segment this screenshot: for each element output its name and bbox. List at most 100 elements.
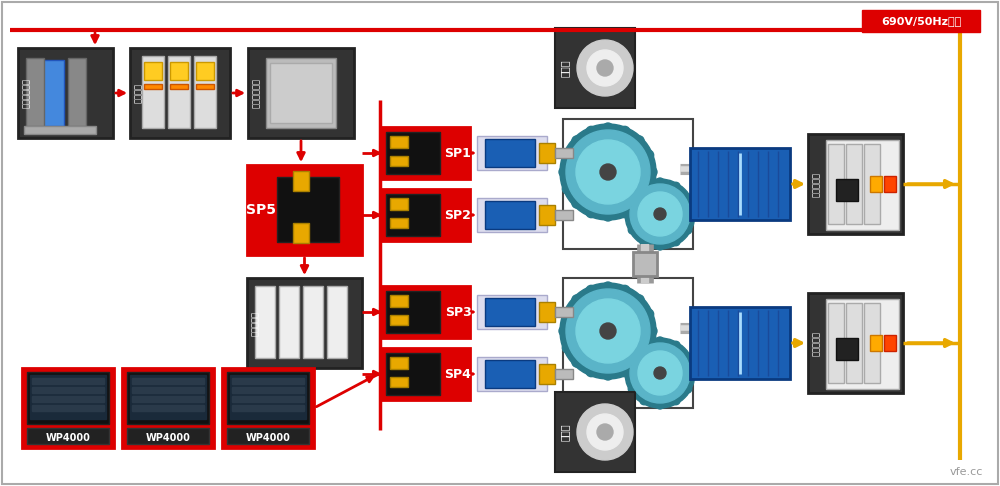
Circle shape [684,353,692,361]
Circle shape [625,179,695,249]
Bar [132,396,204,402]
Bar [390,295,408,307]
Text: 齿轮筱: 齿轮筱 [560,423,570,441]
Bar [386,194,440,236]
Bar [227,372,309,424]
Bar [36,60,64,126]
Bar [130,375,206,419]
Bar [30,375,106,419]
Bar [633,251,657,276]
Circle shape [603,282,613,292]
Circle shape [566,130,650,214]
Text: 牵引变流器: 牵引变流器 [250,311,260,335]
Circle shape [600,323,616,339]
Bar [127,372,209,424]
Circle shape [572,198,582,208]
Circle shape [684,194,692,202]
Circle shape [647,167,657,177]
Circle shape [577,404,633,460]
Circle shape [688,369,696,377]
Bar [477,357,547,391]
Text: 串并联转换柜: 串并联转换柜 [252,78,260,108]
Bar [327,286,347,358]
Bar [477,136,547,170]
Bar [690,148,790,220]
Circle shape [587,50,623,86]
Bar [555,148,573,158]
Bar [27,372,109,424]
Circle shape [572,136,582,146]
Circle shape [630,184,690,244]
Bar [390,218,408,228]
Text: 齿轮筱: 齿轮筱 [560,59,570,77]
Bar [170,84,188,89]
Bar [227,428,309,444]
Circle shape [628,194,636,202]
Text: SP4: SP4 [445,367,471,381]
Bar [382,127,470,179]
Circle shape [656,242,664,250]
Circle shape [603,370,613,380]
Bar [32,387,104,393]
Bar [826,140,899,230]
Bar [390,136,408,148]
Bar [390,377,408,387]
Bar [390,357,408,369]
Circle shape [640,341,648,349]
Circle shape [640,182,648,191]
Circle shape [572,295,582,305]
Circle shape [672,182,680,191]
Bar [122,368,214,448]
Bar [555,210,573,220]
Text: SP5: SP5 [246,203,276,217]
Bar [303,286,323,358]
Circle shape [640,238,648,246]
Bar [826,299,899,389]
Bar [266,58,336,128]
Text: SP2: SP2 [445,208,471,222]
Bar [390,198,408,210]
Bar [555,28,635,108]
Bar [485,298,535,326]
Circle shape [560,283,656,379]
Circle shape [634,136,644,146]
Bar [382,189,470,241]
Bar [279,286,299,358]
Circle shape [620,285,630,295]
Bar [222,368,314,448]
Circle shape [672,238,680,246]
Circle shape [559,326,569,336]
Bar [884,176,896,192]
Bar [846,303,862,383]
Bar [862,10,980,32]
Circle shape [672,397,680,405]
Circle shape [562,309,572,319]
Bar [277,177,339,242]
Bar [170,62,188,80]
Bar [386,132,440,174]
Bar [270,63,332,123]
Text: vfe.cc: vfe.cc [949,467,983,477]
Circle shape [638,351,682,395]
Bar [293,223,309,243]
Circle shape [572,357,582,367]
Circle shape [644,184,654,194]
Bar [563,278,693,408]
Circle shape [672,341,680,349]
Circle shape [603,211,613,221]
Bar [168,56,190,128]
Bar [293,171,309,191]
Bar [255,286,275,358]
Bar [382,286,470,338]
Text: SP1: SP1 [445,146,471,159]
Circle shape [576,299,640,363]
Bar [386,353,440,395]
Bar [232,396,304,402]
Circle shape [644,150,654,160]
Circle shape [562,343,572,353]
Bar [690,307,790,379]
Bar [884,335,896,351]
Circle shape [562,150,572,160]
Circle shape [628,353,636,361]
Circle shape [684,385,692,393]
